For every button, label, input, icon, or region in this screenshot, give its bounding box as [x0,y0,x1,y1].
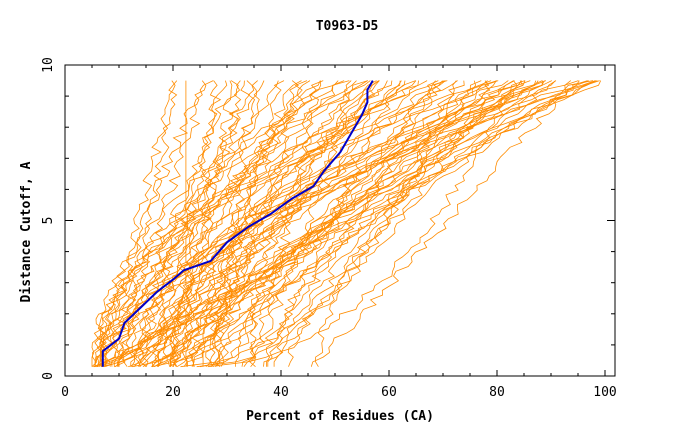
x-tick-label: 60 [381,385,397,400]
background-series-line [96,80,498,367]
background-series-line [243,80,357,367]
background-series-line [151,80,251,367]
background-series-line [116,80,596,367]
background-series-line [100,80,207,367]
y-axis: 0 5 10 [41,57,615,380]
background-series-line [111,80,543,367]
y-tick-label: 10 [41,57,56,73]
background-series-line [91,80,509,367]
background-series-line [92,80,416,367]
highlight-series-group [101,80,374,367]
background-series-line [94,80,552,367]
background-series-line [202,80,492,367]
background-series-line [207,80,523,368]
background-series-line [216,80,588,367]
background-series-line [142,80,458,367]
background-series-line [152,80,539,367]
y-tick-label: 5 [41,217,56,225]
background-series-line [154,80,556,368]
background-series-line [115,80,526,367]
background-series-group [91,80,602,368]
background-series-line [97,80,350,367]
x-axis: 0 20 40 60 80 100 [61,65,617,400]
background-series-line [191,80,380,367]
background-series-line [190,80,497,367]
background-series-line [137,80,279,367]
background-series-line [180,80,499,368]
background-series-line [130,80,579,367]
background-series-line [99,80,352,367]
background-series-line [139,80,543,368]
background-series-line [287,80,589,367]
background-series-line [169,80,379,367]
background-series-line [105,80,368,367]
background-series-line [123,80,339,367]
highlight-series-line [101,80,374,367]
background-series-line [234,80,602,367]
background-series-line [266,80,490,367]
background-series-line [310,80,572,367]
background-series-line [139,80,439,368]
x-tick-label: 100 [593,385,616,400]
x-tick-label: 40 [273,385,289,400]
background-series-line [191,80,417,367]
background-series-line [94,80,428,367]
x-tick-label: 80 [489,385,505,400]
y-tick-label: 0 [41,372,56,380]
background-series-line [113,80,371,367]
x-tick-label: 0 [61,385,69,400]
y-axis-label: Distance Cutoff, A [19,161,34,302]
background-series-line [315,80,526,367]
background-series-line [158,80,594,367]
background-series-line [209,80,302,367]
x-axis-label: Percent of Residues (CA) [246,409,434,424]
background-series-line [95,80,598,368]
background-series-line [241,80,445,367]
background-series-line [104,80,178,367]
background-series-line [172,80,547,367]
background-series-line [157,80,531,367]
background-series-line [137,80,388,367]
chart-title: T0963-D5 [316,19,379,34]
background-series-line [100,80,214,367]
background-series-line [169,80,393,367]
x-tick-label: 20 [165,385,181,400]
background-series-line [93,80,580,368]
background-series-line [91,80,176,367]
background-series-line [131,80,285,368]
